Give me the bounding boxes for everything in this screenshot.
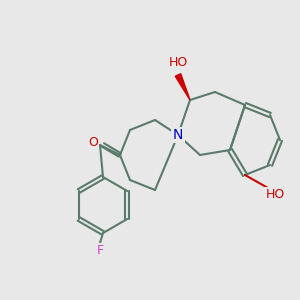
Text: O: O <box>88 136 98 148</box>
Text: N: N <box>173 128 183 142</box>
Text: HO: HO <box>266 188 285 202</box>
Polygon shape <box>175 74 190 100</box>
Text: F: F <box>96 244 103 257</box>
Text: HO: HO <box>168 56 188 68</box>
